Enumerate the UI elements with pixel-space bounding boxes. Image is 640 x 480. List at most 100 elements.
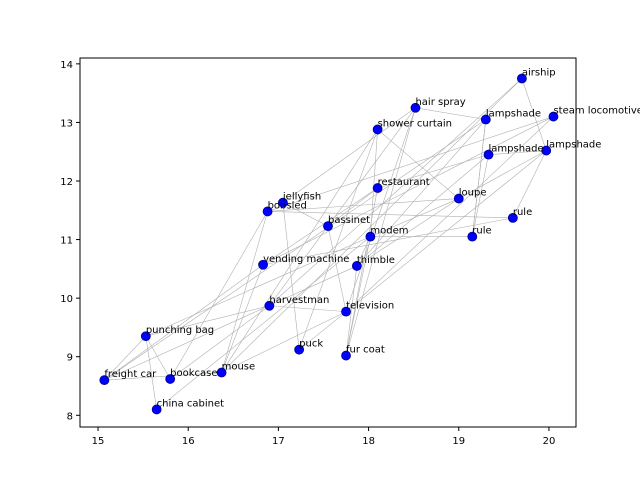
connection-line bbox=[345, 107, 416, 312]
connection-line bbox=[345, 107, 416, 356]
data-point bbox=[483, 149, 494, 160]
connection-line bbox=[282, 202, 329, 227]
connection-line bbox=[267, 211, 513, 219]
connection-line bbox=[221, 311, 347, 373]
point-label: restaurant bbox=[378, 177, 430, 188]
connection-line bbox=[356, 236, 371, 267]
point-label: lampshade bbox=[489, 144, 544, 155]
connection-line bbox=[415, 107, 486, 120]
point-label: shower curtain bbox=[378, 118, 452, 129]
point-labels: airship hair spray lampshade steam locomoti… bbox=[104, 68, 640, 410]
connection-lines bbox=[104, 78, 554, 410]
connection-line bbox=[145, 336, 157, 410]
data-point bbox=[372, 124, 383, 135]
point-label: vending machine bbox=[263, 254, 349, 265]
connection-line bbox=[262, 187, 378, 266]
connection-line bbox=[521, 78, 547, 151]
connection-line bbox=[327, 187, 378, 227]
y-tick-label: 9 bbox=[67, 353, 73, 364]
point-label: china cabinet bbox=[157, 398, 225, 409]
point-label: television bbox=[346, 301, 394, 312]
point-label: rule bbox=[472, 226, 491, 237]
connection-line bbox=[471, 119, 487, 237]
connection-line bbox=[267, 198, 459, 212]
connection-line bbox=[345, 187, 378, 356]
connection-line bbox=[298, 150, 547, 350]
connection-line bbox=[345, 265, 358, 356]
point-label: fur coat bbox=[346, 345, 385, 356]
point-label: punching bag bbox=[146, 325, 214, 336]
connection-line bbox=[356, 119, 487, 267]
point-label: loupe bbox=[459, 188, 487, 199]
data-point bbox=[323, 221, 333, 232]
data-points bbox=[99, 73, 559, 415]
connection-line bbox=[269, 225, 329, 306]
data-point bbox=[99, 375, 110, 386]
connection-line bbox=[104, 264, 264, 381]
data-point bbox=[151, 404, 162, 415]
data-point bbox=[278, 197, 288, 208]
data-point bbox=[294, 344, 305, 355]
connection-line bbox=[104, 119, 486, 381]
point-label: modem bbox=[370, 226, 408, 237]
connection-line bbox=[356, 154, 489, 267]
point-label: hair spray bbox=[415, 97, 465, 108]
connection-line bbox=[145, 305, 270, 337]
y-tick-label: 8 bbox=[67, 411, 73, 422]
connection-line bbox=[169, 211, 268, 380]
data-point bbox=[216, 367, 227, 378]
data-point bbox=[140, 331, 151, 342]
connection-line bbox=[267, 116, 554, 212]
connection-line bbox=[370, 129, 378, 237]
connection-line bbox=[145, 336, 171, 380]
x-tick-label: 17 bbox=[272, 436, 285, 447]
x-tick-label: 16 bbox=[182, 436, 195, 447]
connection-line bbox=[269, 305, 347, 312]
connection-line bbox=[458, 150, 547, 199]
data-point bbox=[480, 114, 491, 125]
connection-line bbox=[262, 116, 554, 266]
point-label: steam locomotive bbox=[553, 106, 640, 117]
point-label: bassinet bbox=[328, 215, 370, 226]
connection-line bbox=[104, 265, 357, 381]
connection-line bbox=[156, 236, 371, 410]
connection-line bbox=[145, 236, 371, 337]
plot-frame bbox=[79, 57, 577, 428]
data-point bbox=[372, 183, 383, 193]
connection-line bbox=[221, 78, 523, 373]
connection-line bbox=[345, 116, 554, 312]
data-point bbox=[507, 212, 518, 223]
connection-line bbox=[377, 154, 489, 189]
y-tick-label: 14 bbox=[60, 60, 73, 71]
y-tick-label: 10 bbox=[60, 294, 73, 305]
connection-line bbox=[512, 150, 547, 219]
data-point bbox=[410, 102, 421, 113]
connection-line bbox=[221, 264, 264, 373]
data-point bbox=[341, 350, 351, 361]
data-point bbox=[165, 374, 176, 384]
point-label: thimble bbox=[357, 255, 395, 266]
y-tick-label: 12 bbox=[60, 177, 73, 188]
y-tick-label: 11 bbox=[60, 236, 73, 247]
connection-line bbox=[488, 150, 547, 155]
connection-line bbox=[221, 129, 378, 373]
x-tick-label: 15 bbox=[92, 436, 105, 447]
connection-line bbox=[345, 236, 371, 356]
x-tick-label: 20 bbox=[543, 436, 556, 447]
connection-line bbox=[356, 198, 459, 267]
connection-line bbox=[263, 217, 513, 266]
data-point bbox=[453, 193, 464, 204]
x-axis-ticks: 15 16 17 18 19 20 bbox=[92, 427, 556, 447]
point-label: bookcase bbox=[170, 368, 217, 379]
point-label: lampshade bbox=[486, 109, 541, 120]
point-label: freight car bbox=[104, 369, 157, 380]
connection-line bbox=[282, 107, 416, 203]
data-point bbox=[365, 231, 376, 242]
connection-line bbox=[471, 154, 489, 237]
data-point bbox=[516, 73, 527, 84]
point-label: lampshade bbox=[546, 140, 601, 151]
connection-line bbox=[377, 129, 459, 199]
connection-line bbox=[298, 129, 378, 350]
point-label: airship bbox=[522, 68, 556, 79]
